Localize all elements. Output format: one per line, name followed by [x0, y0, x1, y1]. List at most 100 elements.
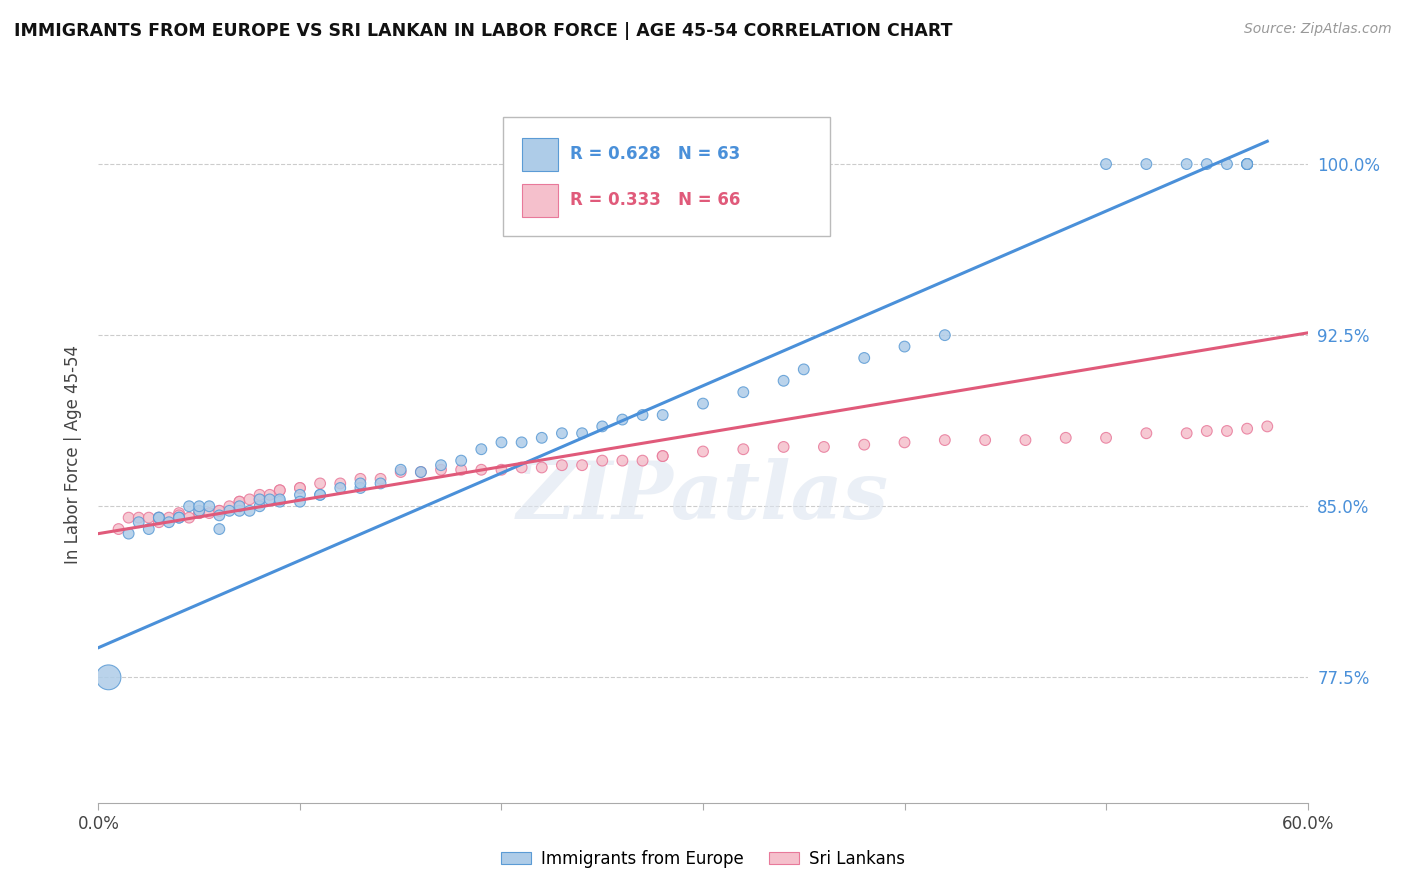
- Point: [228, 494, 250, 508]
- Point: [1014, 433, 1036, 447]
- Point: [269, 483, 291, 498]
- Point: [853, 351, 876, 365]
- Point: [208, 522, 231, 536]
- Point: [198, 506, 221, 520]
- Point: [450, 463, 472, 477]
- Point: [349, 476, 371, 491]
- Point: [228, 504, 250, 518]
- Point: [269, 483, 291, 498]
- Point: [389, 465, 412, 479]
- Point: [733, 385, 755, 400]
- Point: [651, 819, 673, 833]
- Point: [1195, 157, 1218, 171]
- Point: [1236, 157, 1258, 171]
- Point: [1135, 157, 1157, 171]
- Point: [1236, 157, 1258, 171]
- Point: [118, 510, 141, 524]
- Point: [772, 374, 794, 388]
- Point: [571, 458, 593, 473]
- Point: [1195, 424, 1218, 438]
- Point: [1256, 419, 1278, 434]
- Point: [239, 492, 262, 507]
- Point: [188, 504, 211, 518]
- Point: [309, 476, 332, 491]
- Point: [551, 426, 574, 441]
- Point: [893, 435, 915, 450]
- Point: [571, 426, 593, 441]
- Point: [430, 463, 453, 477]
- Point: [692, 396, 714, 410]
- Point: [349, 472, 371, 486]
- Point: [853, 437, 876, 451]
- Point: [157, 510, 180, 524]
- Point: [218, 504, 240, 518]
- Point: [249, 492, 271, 507]
- Point: [1095, 157, 1118, 171]
- Point: [269, 492, 291, 507]
- Point: [1175, 157, 1198, 171]
- Point: [259, 488, 281, 502]
- Point: [651, 449, 673, 463]
- Point: [249, 488, 271, 502]
- Point: [409, 465, 432, 479]
- Point: [329, 476, 352, 491]
- Point: [177, 500, 201, 514]
- Point: [157, 515, 180, 529]
- Point: [97, 670, 120, 684]
- Point: [1236, 157, 1258, 171]
- Point: [450, 453, 472, 467]
- Legend: Immigrants from Europe, Sri Lankans: Immigrants from Europe, Sri Lankans: [495, 843, 911, 874]
- Text: ZIPatlas: ZIPatlas: [517, 458, 889, 535]
- Point: [138, 522, 160, 536]
- Point: [974, 433, 997, 447]
- Point: [692, 444, 714, 458]
- Point: [198, 500, 221, 514]
- Point: [228, 494, 250, 508]
- Point: [309, 488, 332, 502]
- Point: [370, 472, 392, 486]
- Point: [510, 460, 533, 475]
- Point: [651, 408, 673, 422]
- Point: [470, 442, 492, 457]
- Point: [309, 488, 332, 502]
- FancyBboxPatch shape: [522, 184, 558, 217]
- Point: [530, 431, 553, 445]
- Point: [128, 515, 150, 529]
- Text: R = 0.628   N = 63: R = 0.628 N = 63: [569, 145, 740, 163]
- Point: [1216, 157, 1239, 171]
- Point: [288, 494, 311, 508]
- Point: [218, 500, 240, 514]
- Point: [491, 463, 513, 477]
- Point: [772, 440, 794, 454]
- Point: [288, 481, 311, 495]
- Point: [389, 463, 412, 477]
- Point: [148, 515, 170, 529]
- Point: [107, 522, 129, 536]
- Point: [167, 510, 190, 524]
- Point: [491, 435, 513, 450]
- Point: [259, 492, 281, 507]
- Point: [934, 433, 956, 447]
- Point: [631, 453, 654, 467]
- Point: [138, 510, 160, 524]
- Point: [208, 508, 231, 523]
- Point: [148, 510, 170, 524]
- Point: [612, 453, 634, 467]
- Point: [651, 449, 673, 463]
- Point: [118, 526, 141, 541]
- Point: [510, 435, 533, 450]
- Point: [370, 476, 392, 491]
- Point: [188, 506, 211, 520]
- Point: [1216, 424, 1239, 438]
- Point: [409, 465, 432, 479]
- Point: [1236, 422, 1258, 436]
- Point: [1236, 157, 1258, 171]
- Point: [288, 481, 311, 495]
- Point: [1095, 431, 1118, 445]
- Point: [612, 412, 634, 426]
- Point: [177, 510, 201, 524]
- Y-axis label: In Labor Force | Age 45-54: In Labor Force | Age 45-54: [63, 345, 82, 565]
- Point: [733, 442, 755, 457]
- Point: [249, 492, 271, 507]
- Point: [591, 453, 613, 467]
